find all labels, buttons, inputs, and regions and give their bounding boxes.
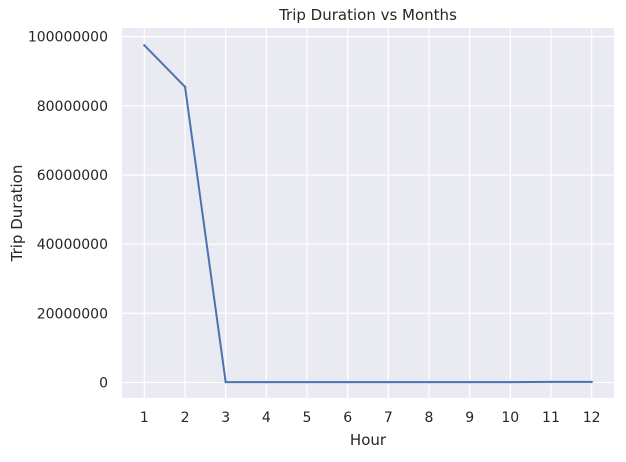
x-tick-label: 10 (501, 410, 519, 426)
y-axis-label: Trip Duration (8, 165, 26, 263)
x-tick-label: 12 (583, 410, 601, 426)
x-tick-label: 8 (425, 410, 434, 426)
x-tick-label: 5 (303, 410, 312, 426)
x-tick-label: 9 (465, 410, 474, 426)
y-tick-label: 0 (99, 375, 108, 391)
y-tick-label: 80000000 (37, 99, 108, 115)
data-point (509, 380, 512, 384)
x-axis-label: Hour (350, 431, 387, 449)
data-point (305, 380, 309, 384)
x-tick-label: 2 (181, 410, 190, 426)
series-layer (143, 44, 593, 384)
data-point (427, 380, 431, 384)
x-tick-label: 6 (343, 410, 352, 426)
series-line (143, 44, 592, 384)
data-point (346, 380, 349, 384)
plot-area (122, 28, 614, 398)
x-tick-labels: 1 2 3 4 5 6 7 8 9 10 11 12 (140, 410, 601, 426)
y-tick-label: 20000000 (37, 306, 108, 322)
x-tick-label: 1 (140, 410, 149, 426)
y-tick-label: 100000000 (28, 30, 108, 46)
x-tick-label: 7 (384, 410, 393, 426)
data-point (183, 85, 187, 88)
data-point (265, 380, 268, 384)
data-point (224, 380, 227, 384)
data-point (387, 380, 390, 384)
y-tick-label: 40000000 (37, 237, 108, 253)
y-tick-label: 60000000 (37, 168, 108, 184)
x-tick-label: 3 (221, 410, 230, 426)
data-point (549, 380, 553, 384)
data-point (590, 380, 593, 384)
y-tick-labels: 0 20000000 40000000 60000000 80000000 1000000… (28, 30, 108, 392)
x-tick-label: 4 (262, 410, 271, 426)
x-tick-label: 11 (542, 410, 560, 426)
data-point (143, 44, 146, 47)
data-point (468, 380, 471, 384)
chart-title: Trip Duration vs Months (278, 6, 457, 24)
